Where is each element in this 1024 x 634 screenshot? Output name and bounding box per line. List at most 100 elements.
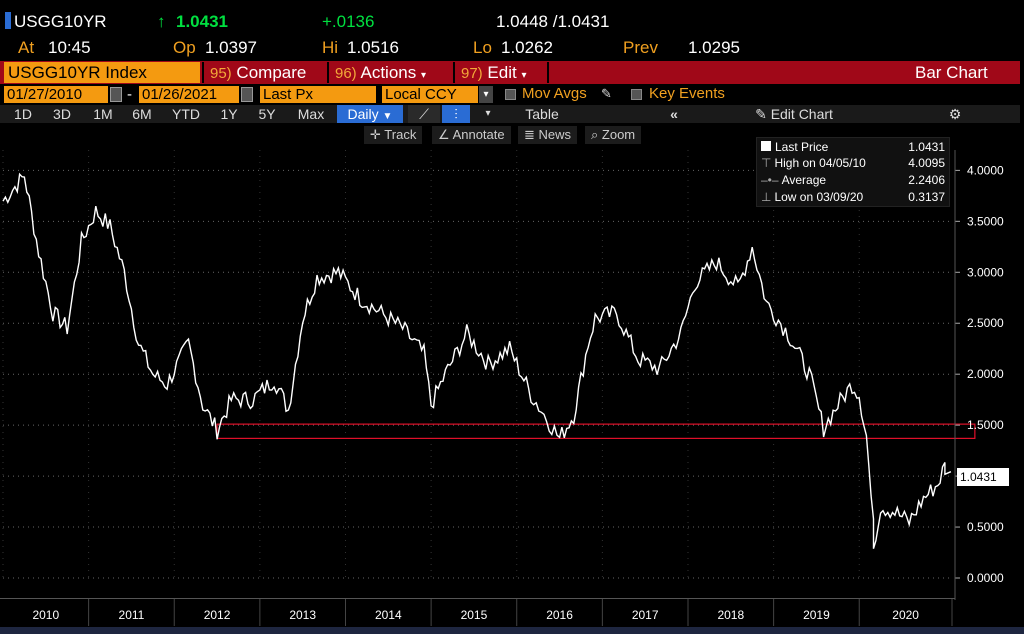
current-value-text: 1.0431 (960, 470, 997, 484)
calendar-icon[interactable] (110, 87, 122, 102)
line-chart-icon[interactable]: ⟋ (408, 105, 440, 123)
actions-button[interactable]: 96) Actions ▾ (335, 62, 426, 83)
date-dash: - (127, 86, 132, 103)
x-tick-label: 2014 (375, 608, 402, 622)
y-tick-label: 3.0000 (967, 265, 1004, 279)
pencil-icon[interactable]: ✎ (601, 86, 612, 101)
caret-down-icon: ▾ (521, 70, 527, 81)
edit-chart-button[interactable]: ✎ Edit Chart (744, 105, 844, 123)
compare-button[interactable]: 95) Compare (210, 62, 306, 83)
timeframe-6m[interactable]: 6M (132, 106, 152, 122)
edit-chart-label: Edit Chart (770, 106, 833, 122)
table-button[interactable]: Table (525, 106, 559, 122)
average-marker-icon: –•– (761, 173, 779, 187)
collapse-icon[interactable]: « (670, 106, 678, 122)
y-tick-label: 0.0000 (967, 571, 1004, 585)
search-icon: ⌕ (591, 127, 599, 142)
annotate-label: Annotate (452, 127, 505, 142)
start-date-field[interactable]: 01/27/2010 (4, 86, 108, 103)
period-label: Daily (347, 106, 379, 122)
security-field[interactable]: USGG10YR Index (4, 62, 200, 83)
timeframe-ytd[interactable]: YTD (172, 106, 200, 122)
x-tick-label: 2015 (461, 608, 488, 622)
chart-type-title: Bar Chart (915, 63, 988, 82)
pencil-icon: ✎ (755, 106, 767, 122)
status-bar (0, 627, 1024, 634)
y-axis-ticks: 0.00000.50001.00001.50002.00002.50003.00… (954, 150, 1004, 600)
security-color-marker (5, 12, 11, 29)
legend-high-label: High on 04/05/10 (774, 156, 866, 170)
x-tick-label: 2019 (803, 608, 830, 622)
timeframe-1m[interactable]: 1M (93, 106, 113, 122)
x-tick-label: 2020 (892, 608, 919, 622)
support-band (216, 423, 976, 439)
support-band-rect (216, 423, 976, 439)
y-tick-label: 4.0000 (967, 163, 1004, 177)
timeframe-5y[interactable]: 5Y (258, 106, 276, 122)
timeframe-1y[interactable]: 1Y (220, 106, 238, 122)
legend-last-price-value: 1.0431 (908, 140, 945, 154)
zoom-tool[interactable]: ⌕ Zoom (585, 126, 642, 144)
timeframe-3d[interactable]: 3D (53, 106, 71, 122)
end-date-field[interactable]: 01/26/2021 (139, 86, 239, 103)
divider (453, 62, 455, 83)
legend-average-label: Average (781, 173, 827, 187)
open-value: 1.0397 (205, 38, 257, 57)
currency-select[interactable]: Local CCY (382, 86, 478, 103)
y-tick-label: 0.5000 (967, 520, 1004, 534)
caret-down-icon: ▼ (382, 111, 393, 122)
last-price: 1.0431 (176, 12, 228, 31)
edit-button[interactable]: 97) Edit ▾ (461, 62, 526, 83)
news-tool[interactable]: ≣ News (518, 126, 578, 144)
ticker-label: USGG10YR (14, 12, 107, 31)
y-tick-label: 3.5000 (967, 214, 1004, 228)
actions-label: Actions (360, 63, 417, 82)
price-field-select[interactable]: Last Px (260, 86, 376, 103)
period-select[interactable]: Daily ▼ (337, 105, 403, 123)
crosshair-icon: ✛ (370, 127, 381, 142)
legend-low-value: 0.3137 (908, 190, 945, 204)
key-events-checkbox[interactable] (631, 89, 642, 100)
calendar-icon[interactable] (241, 87, 253, 102)
y-tick-label: 1.5000 (967, 418, 1004, 432)
caret-down-icon: ▾ (420, 70, 426, 81)
price-chart[interactable]: 0.00000.50001.00001.50002.00002.50003.00… (0, 150, 1024, 600)
open-label: Op (173, 38, 196, 57)
legend-low-label: Low on 03/09/20 (774, 190, 864, 204)
y-tick-label: 2.0000 (967, 367, 1004, 381)
compare-number: 95) (210, 65, 232, 82)
legend-last-price: Last Price 1.0431 (761, 139, 947, 155)
x-tick-label: 2011 (119, 608, 145, 622)
x-tick-label: 2012 (204, 608, 231, 622)
low-marker-icon: ⊥ (761, 190, 772, 204)
chart-style-dropdown-icon[interactable]: ▾ (485, 108, 491, 119)
x-axis-line (0, 598, 955, 599)
x-tick-label: 2013 (289, 608, 316, 622)
currency-dropdown-icon[interactable]: ▾ (479, 86, 493, 103)
chart-legend[interactable]: Last Price 1.0431 ⊤ High on 04/05/10 4.00… (756, 137, 950, 207)
high-label: Hi (322, 38, 339, 57)
bid-ask: 1.0448 /1.0431 (496, 12, 610, 31)
track-tool[interactable]: ✛ Track (364, 126, 423, 144)
bar-chart-icon[interactable]: ⫶ (442, 105, 470, 123)
low-value: 1.0262 (501, 38, 553, 57)
mov-avgs-label: Mov Avgs (522, 85, 587, 102)
prev-value: 1.0295 (688, 38, 740, 57)
legend-high: ⊤ High on 04/05/10 4.0095 (761, 155, 947, 171)
annotate-icon: ∠ (438, 127, 450, 142)
net-change: +.0136 (322, 12, 375, 31)
at-time: 10:45 (48, 38, 91, 57)
annotate-tool[interactable]: ∠ Annotate (432, 126, 511, 144)
x-tick-label: 2016 (546, 608, 573, 622)
mov-avgs-checkbox[interactable] (505, 89, 516, 100)
divider (547, 62, 549, 83)
legend-high-value: 4.0095 (908, 156, 945, 170)
timeframe-max[interactable]: Max (297, 106, 325, 122)
divider (327, 62, 329, 83)
timeframe-bar (0, 105, 1020, 123)
gridlines (2, 150, 952, 579)
legend-last-price-label: Last Price (775, 140, 829, 154)
gear-icon[interactable]: ⚙ (948, 106, 962, 122)
current-value-tag: 1.0431 (957, 468, 1009, 486)
timeframe-1d[interactable]: 1D (14, 106, 32, 122)
